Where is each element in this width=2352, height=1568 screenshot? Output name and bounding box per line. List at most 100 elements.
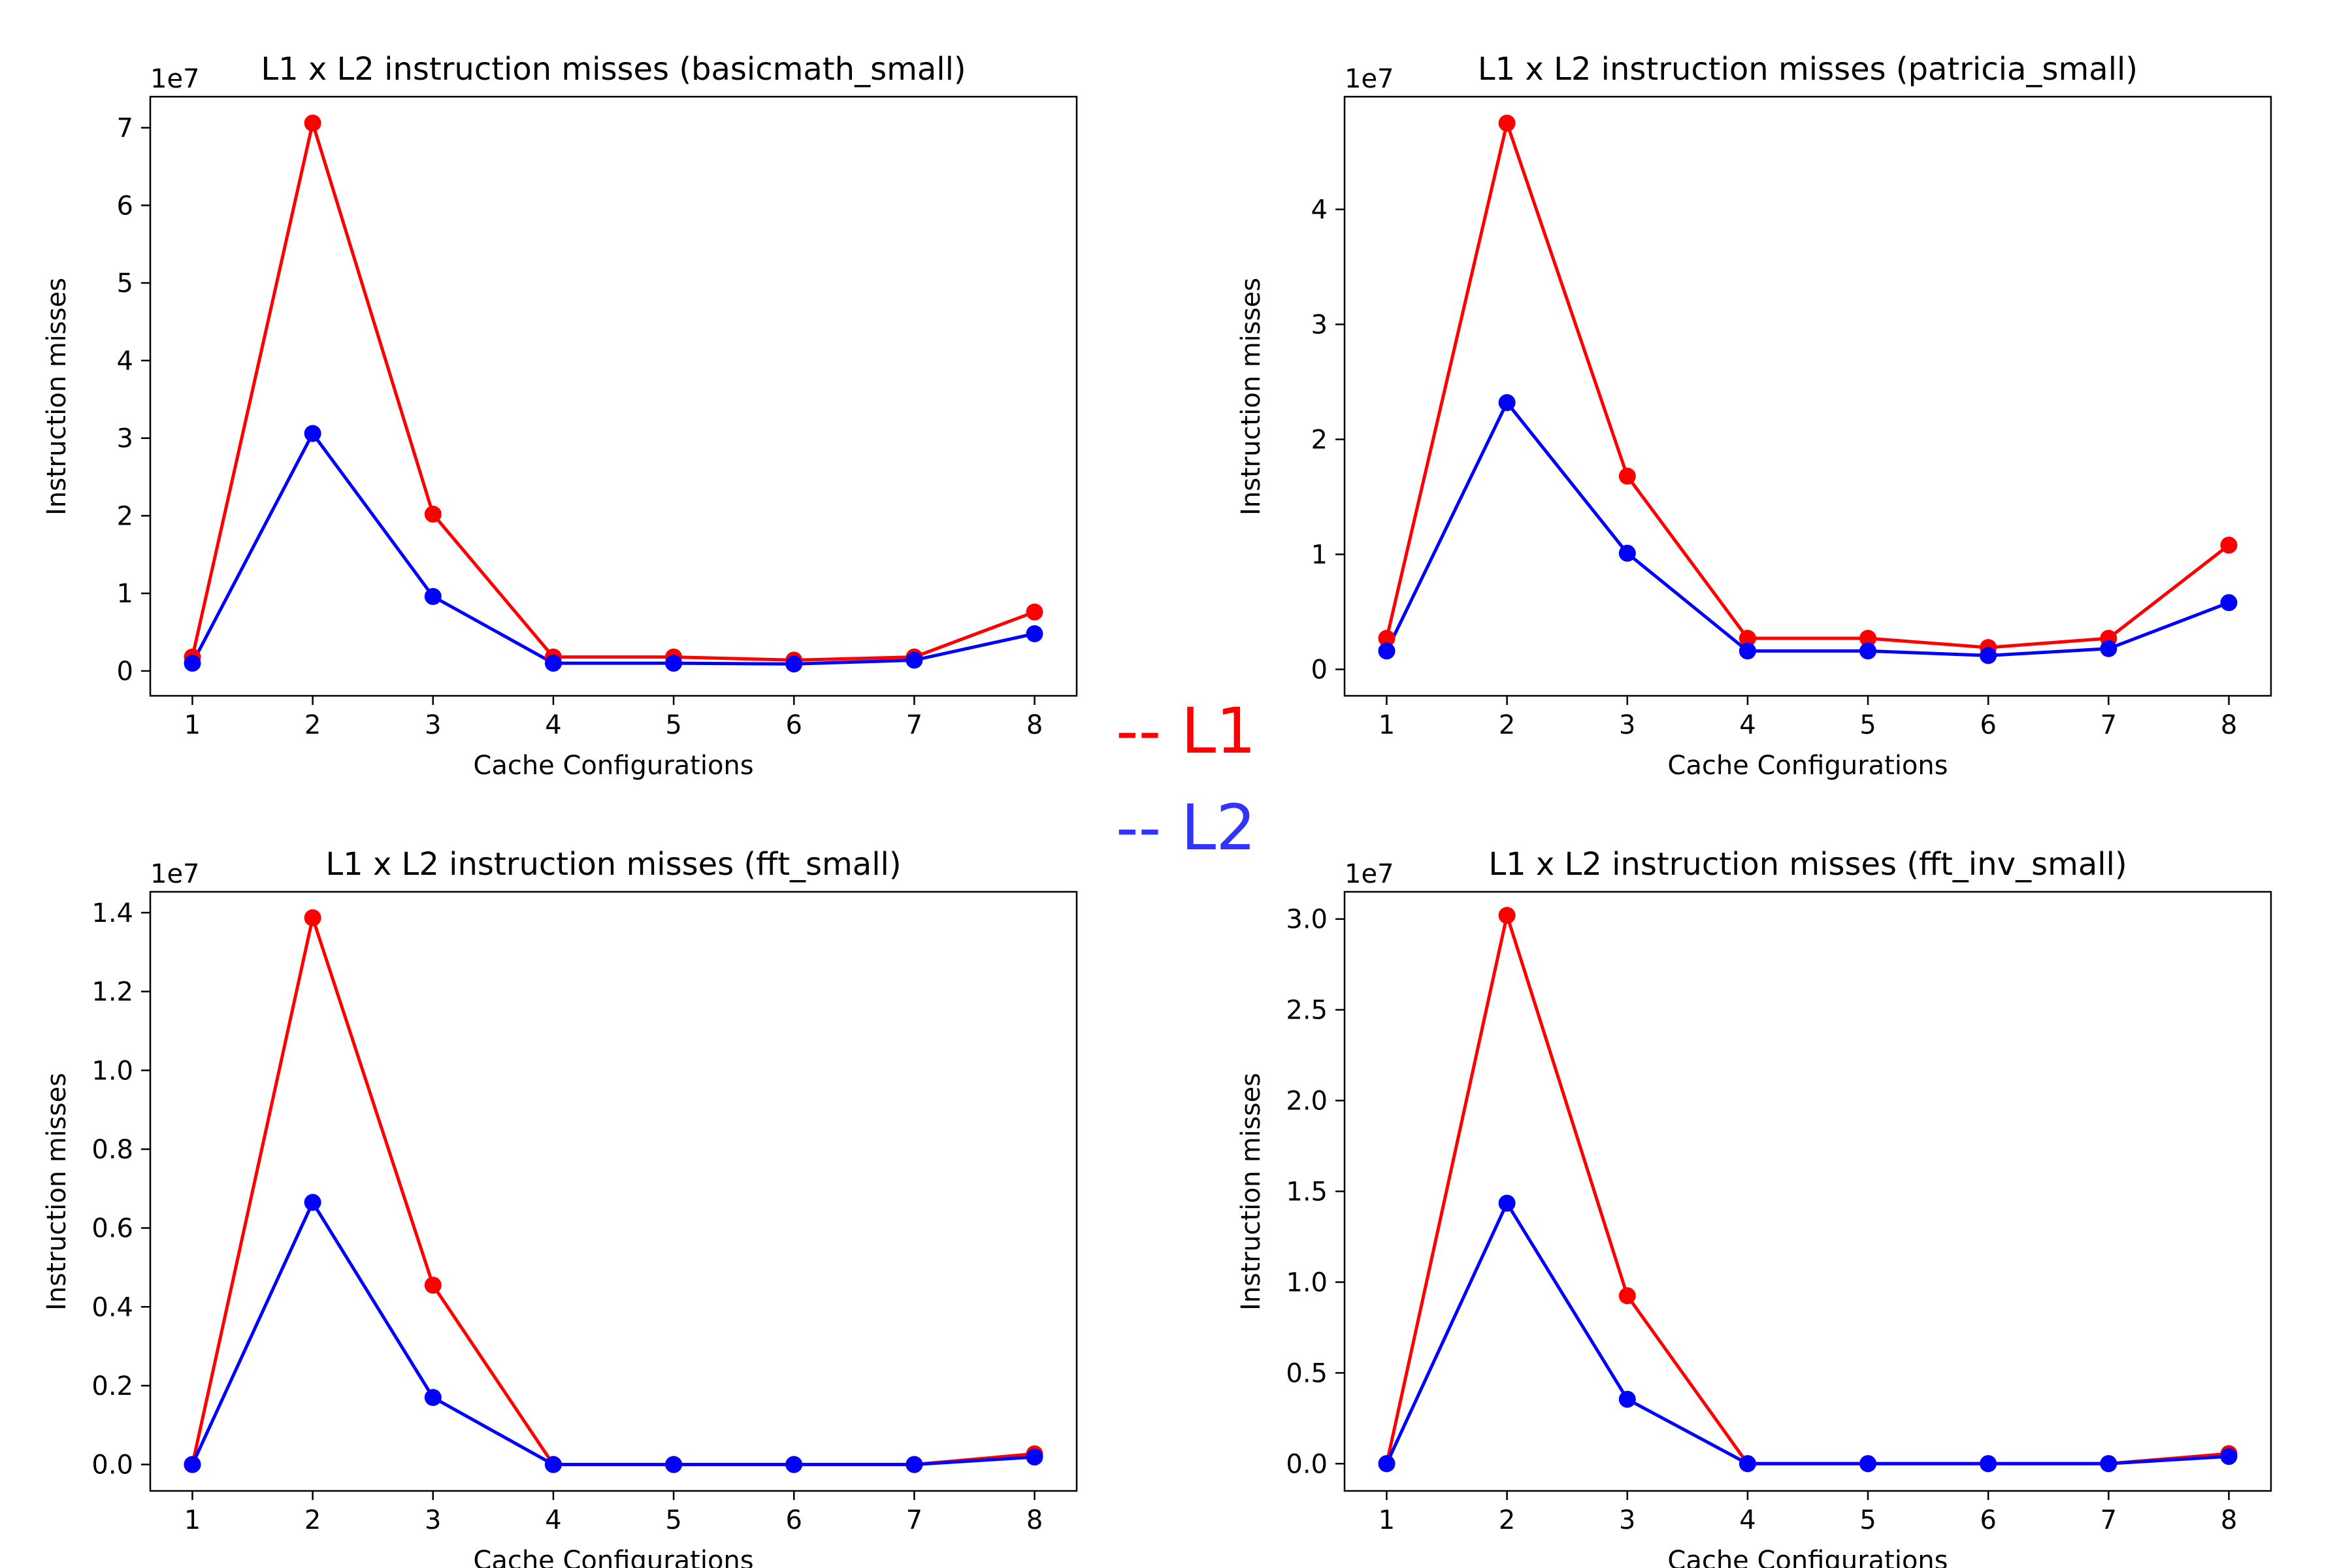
chart-3-title: L1 x L2 instruction misses (fft_small) bbox=[325, 846, 901, 883]
chart-1-y-tick-label: 3 bbox=[117, 424, 133, 454]
chart-4-y-axis-label: Instruction misses bbox=[1236, 1073, 1266, 1311]
chart-4-y-tick-label: 3.0 bbox=[1286, 905, 1328, 935]
chart-2-x-tick-label: 1 bbox=[1379, 710, 1395, 740]
chart-3-y-tick-label: 0.8 bbox=[91, 1135, 133, 1165]
chart-2-y-tick-label: 4 bbox=[1311, 195, 1328, 225]
chart-3-x-tick-label: 2 bbox=[304, 1505, 321, 1535]
chart-3-series-2-point bbox=[544, 1456, 562, 1473]
chart-1-series-2-point bbox=[906, 651, 923, 669]
chart-4: 1 2 3 4 5 6 7 8 0.0 0.5 1.0 1.5 2.0 2.5 3.0 L1 x L2 ins… bbox=[1236, 846, 2272, 1568]
chart-4-series-2-point bbox=[1980, 1455, 1997, 1473]
chart-2-x-tick-label: 4 bbox=[1739, 710, 1756, 740]
chart-1-x-axis-label: Cache Configurations bbox=[473, 751, 753, 781]
chart-4-y-tick-label: 2.5 bbox=[1286, 996, 1328, 1026]
chart-3: 1 2 3 4 5 6 7 8 0.0 0.2 0.4 0.6 0.8 1.0 1.2 1.4 L1 x L2 … bbox=[42, 846, 1078, 1568]
chart-4-series-1-point bbox=[1498, 907, 1516, 924]
chart-1-y-tick-label: 2 bbox=[117, 501, 133, 531]
chart-2-series-1-point bbox=[1739, 630, 1756, 647]
chart-1-series-2-point bbox=[424, 588, 442, 605]
chart-3-series-2-point bbox=[906, 1456, 923, 1473]
chart-1-x-tick-label: 4 bbox=[545, 710, 561, 740]
chart-3-series-2-point bbox=[665, 1456, 683, 1473]
chart-4-series-2-point bbox=[1378, 1455, 1396, 1473]
chart-1-y-tick-label: 7 bbox=[117, 114, 133, 144]
chart-4-y-tick-label: 1.5 bbox=[1286, 1177, 1328, 1207]
chart-1-series-2-line bbox=[191, 432, 1036, 666]
chart-3-y-tick-label: 1.4 bbox=[91, 898, 133, 928]
chart-3-series-2-point bbox=[1026, 1448, 1043, 1466]
chart-3-x-tick-label: 1 bbox=[184, 1505, 201, 1535]
chart-3-series-1-point bbox=[304, 909, 321, 926]
chart-1-series-2-point bbox=[304, 425, 321, 442]
chart-4-x-tick-label: 6 bbox=[1980, 1505, 1997, 1535]
chart-2-x-tick-label: 5 bbox=[1859, 710, 1876, 740]
chart-3-y-tick-label: 1.0 bbox=[91, 1056, 133, 1086]
chart-panels: 1 2 3 4 5 6 7 8 0 1 2 3 4 5 6 7 L1 x L2 instruction miss… bbox=[42, 51, 2272, 1568]
chart-4-y-tick-label: 1.0 bbox=[1286, 1267, 1328, 1298]
chart-1-y-axis-label: Instruction misses bbox=[42, 278, 72, 515]
chart-1-series-1-line bbox=[191, 121, 1036, 662]
legend-entry-l1: -- L1 bbox=[1116, 694, 1256, 768]
chart-4-y-tick-label: 2.0 bbox=[1286, 1086, 1328, 1117]
chart-1-series-2-point bbox=[785, 655, 803, 673]
chart-4-y-offset-label: 1e7 bbox=[1345, 859, 1394, 889]
chart-3-series-1-point bbox=[424, 1277, 442, 1294]
chart-2-series-2-point bbox=[1498, 394, 1516, 412]
chart-4-x-tick-label: 2 bbox=[1499, 1505, 1515, 1535]
chart-2-series-2-point bbox=[2100, 640, 2117, 657]
chart-1-y-tick-label: 0 bbox=[117, 657, 133, 687]
chart-1-x-tick-label: 5 bbox=[665, 710, 681, 740]
chart-1-series-2-point bbox=[1026, 625, 1043, 642]
legend-entry-l2: -- L2 bbox=[1116, 791, 1256, 864]
chart-1-title: L1 x L2 instruction misses (basicmath_sm… bbox=[261, 51, 966, 88]
chart-2-series-1-point bbox=[2220, 536, 2238, 554]
chart-3-y-tick-label: 0.6 bbox=[91, 1214, 133, 1244]
chart-2-series-2-point bbox=[1378, 642, 1396, 660]
chart-2-y-tick-label: 0 bbox=[1311, 655, 1328, 685]
chart-4-series-2-point bbox=[1498, 1194, 1516, 1212]
chart-2-series-2-point bbox=[1618, 544, 1636, 562]
chart-1-x-tick-label: 6 bbox=[786, 710, 802, 740]
chart-2-series-2-point bbox=[2220, 594, 2238, 612]
chart-2: 1 2 3 4 5 6 7 8 0 1 2 3 4 L1 x L2 instruction misses … bbox=[1236, 51, 2272, 781]
chart-3-y-offset-label: 1e7 bbox=[150, 859, 200, 889]
chart-3-y-tick-label: 0.0 bbox=[91, 1450, 133, 1480]
chart-1-y-tick-label: 5 bbox=[117, 269, 133, 299]
chart-1-x-tick-label: 2 bbox=[304, 710, 321, 740]
chart-4-series-1-point bbox=[1618, 1287, 1636, 1305]
chart-2-x-tick-label: 2 bbox=[1499, 710, 1515, 740]
chart-3-series-2-point bbox=[424, 1389, 442, 1406]
chart-2-series-2-line bbox=[1385, 400, 2230, 657]
chart-1-series-1-point bbox=[1026, 603, 1043, 621]
chart-3-y-tick-label: 0.4 bbox=[91, 1292, 133, 1322]
chart-4-x-tick-label: 8 bbox=[2221, 1505, 2237, 1535]
chart-3-x-tick-label: 5 bbox=[665, 1505, 681, 1535]
chart-1-x-tick-label: 3 bbox=[425, 710, 441, 740]
chart-1-y-tick-label: 6 bbox=[117, 191, 133, 221]
chart-2-series-2-point bbox=[1859, 642, 1877, 660]
chart-3-x-axis-label: Cache Configurations bbox=[473, 1546, 753, 1568]
chart-3-plot-area bbox=[149, 890, 1078, 1492]
chart-3-y-tick-label: 1.2 bbox=[91, 977, 133, 1007]
chart-2-series-2-point bbox=[1739, 642, 1756, 660]
chart-2-y-tick-label: 3 bbox=[1311, 310, 1328, 340]
chart-2-x-tick-label: 6 bbox=[1980, 710, 1997, 740]
chart-1-series-2-point bbox=[544, 655, 562, 672]
chart-4-title: L1 x L2 instruction misses (fft_inv_smal… bbox=[1488, 846, 2127, 883]
chart-2-y-tick-label: 1 bbox=[1311, 540, 1328, 570]
chart-4-x-tick-label: 7 bbox=[2100, 1505, 2117, 1535]
chart-1-x-tick-label: 1 bbox=[184, 710, 201, 740]
chart-3-x-tick-label: 3 bbox=[425, 1505, 441, 1535]
chart-4-x-axis-label: Cache Configurations bbox=[1667, 1546, 1948, 1568]
chart-4-x-tick-label: 4 bbox=[1739, 1505, 1756, 1535]
chart-2-series-1-point bbox=[1378, 630, 1396, 647]
chart-3-y-axis-label: Instruction misses bbox=[42, 1073, 72, 1311]
chart-1-x-tick-label: 7 bbox=[906, 710, 923, 740]
chart-1-y-tick-label: 4 bbox=[117, 346, 133, 376]
chart-1-x-tick-label: 8 bbox=[1026, 710, 1043, 740]
chart-4-series-2-point bbox=[1618, 1390, 1636, 1408]
chart-2-title: L1 x L2 instruction misses (patricia_sma… bbox=[1478, 51, 2138, 88]
chart-1-series-2-point bbox=[184, 655, 201, 672]
chart-2-x-tick-label: 3 bbox=[1619, 710, 1635, 740]
